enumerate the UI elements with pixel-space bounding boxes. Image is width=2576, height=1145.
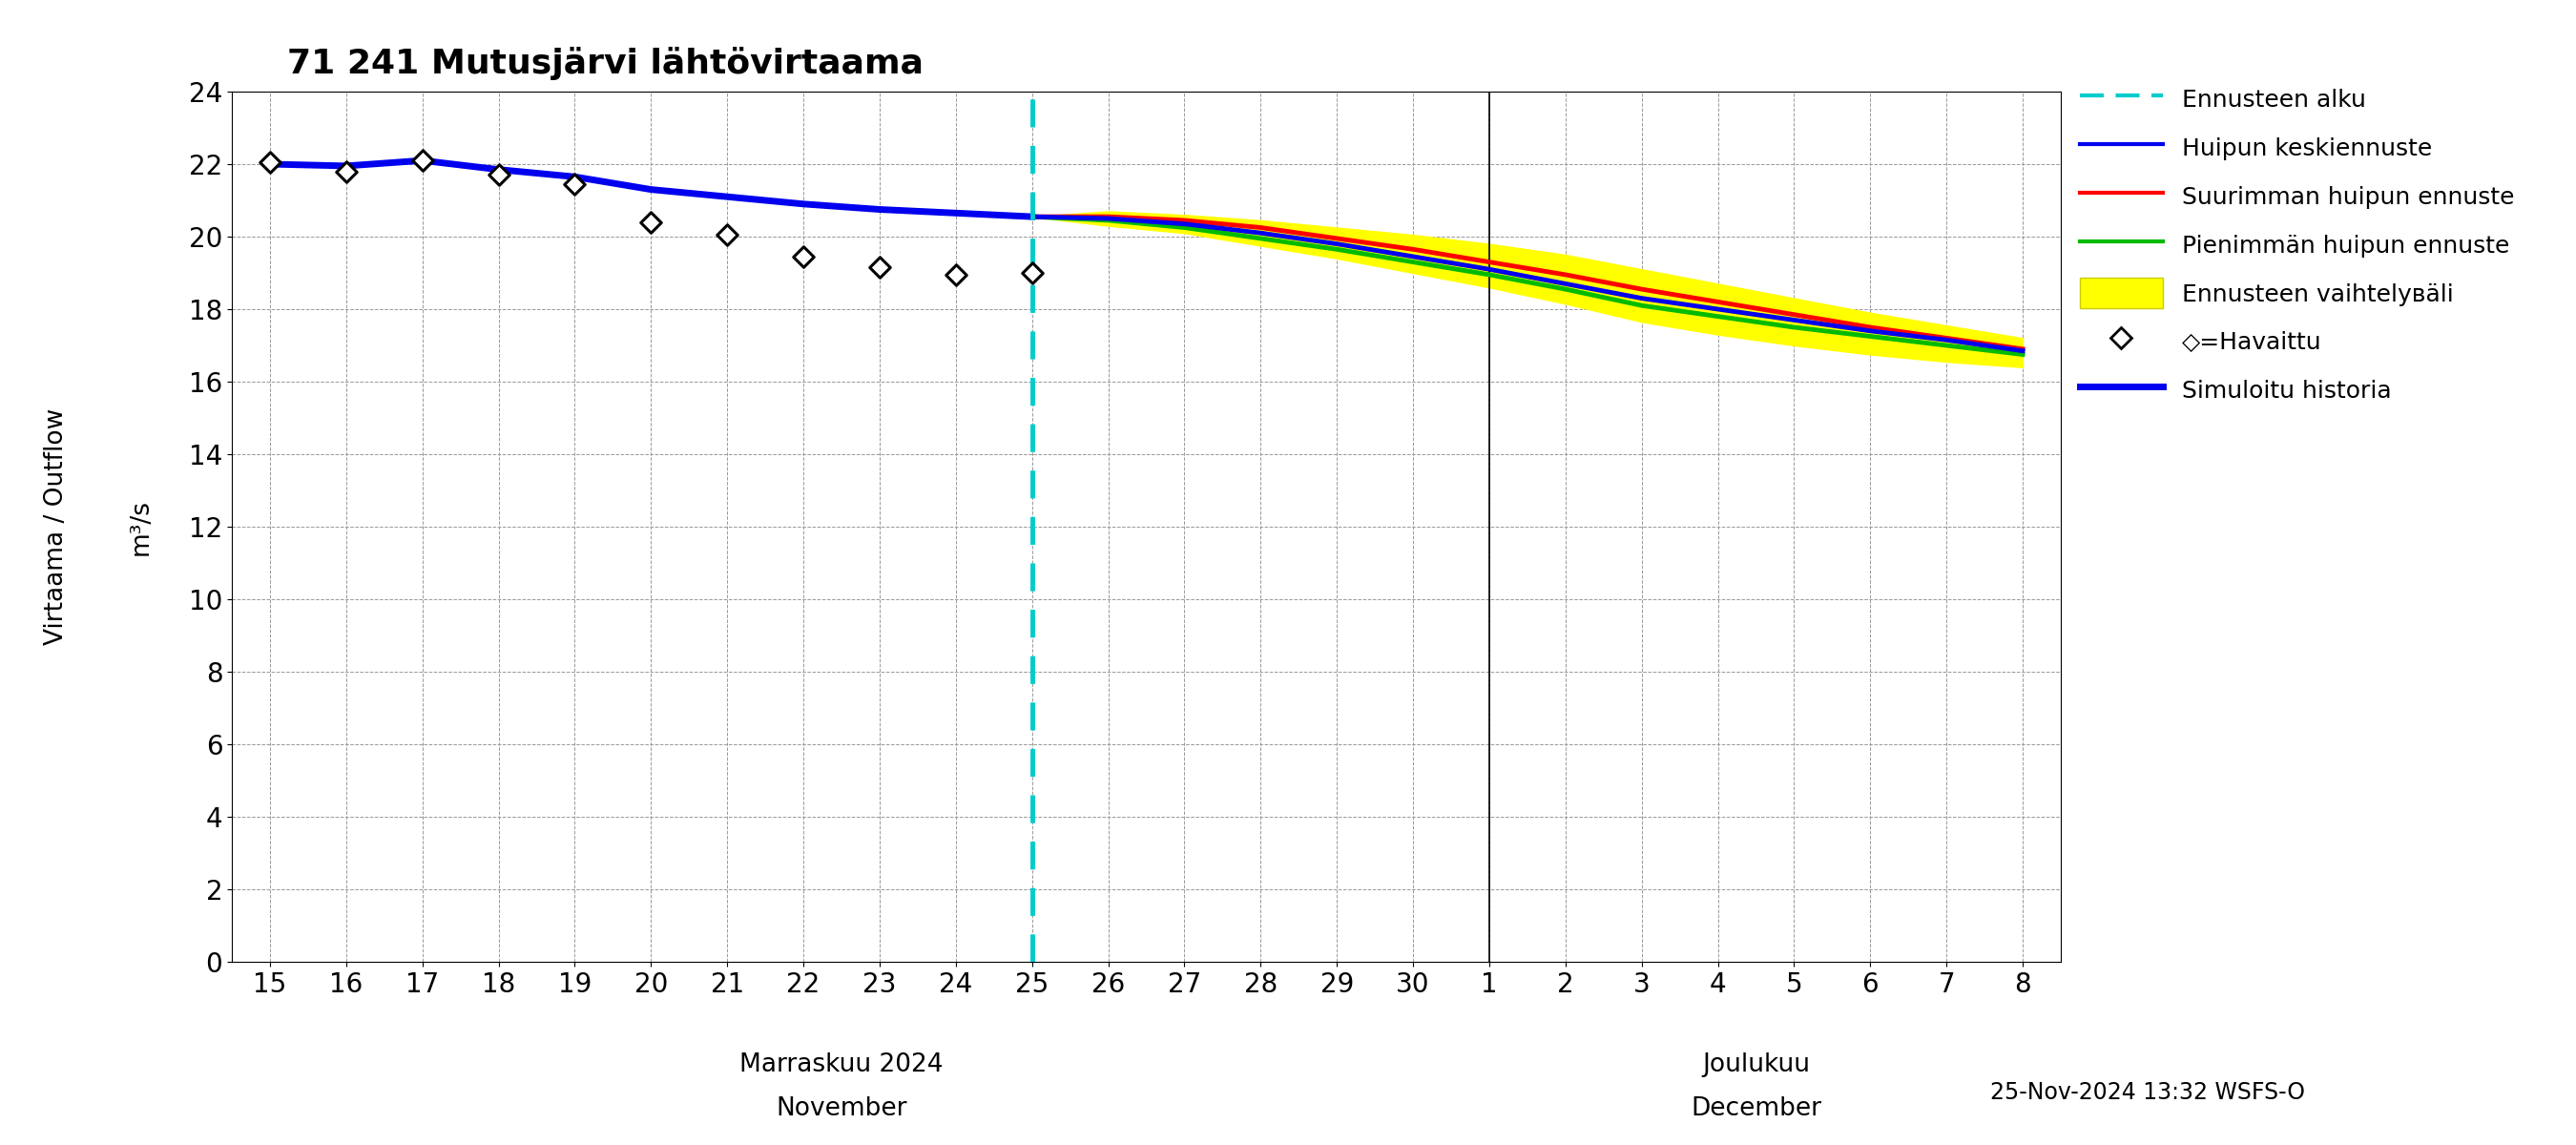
Text: Virtaama / Outflow: Virtaama / Outflow <box>44 409 70 645</box>
Text: Marraskuu 2024: Marraskuu 2024 <box>739 1052 943 1077</box>
Point <box>783 247 824 266</box>
Text: m³/s: m³/s <box>129 498 152 555</box>
Legend: Ennusteen alku, Huipun keskiennuste, Suurimman huipun ennuste, Pienimmän huipun : Ennusteen alku, Huipun keskiennuste, Suu… <box>2071 74 2524 416</box>
Point <box>631 213 672 231</box>
Point <box>250 153 291 172</box>
Point <box>1012 263 1054 282</box>
Point <box>402 151 443 169</box>
Text: 71 241 Mutusjärvi lähtövirtaama: 71 241 Mutusjärvi lähtövirtaama <box>286 46 922 80</box>
Point <box>554 175 595 194</box>
Point <box>935 266 976 284</box>
Point <box>325 163 366 181</box>
Point <box>858 259 899 277</box>
Point <box>706 226 747 244</box>
Text: Joulukuu: Joulukuu <box>1703 1052 1811 1077</box>
Text: November: November <box>775 1096 907 1121</box>
Text: 25-Nov-2024 13:32 WSFS-O: 25-Nov-2024 13:32 WSFS-O <box>1991 1081 2306 1104</box>
Text: December: December <box>1690 1096 1821 1121</box>
Point <box>479 166 520 184</box>
